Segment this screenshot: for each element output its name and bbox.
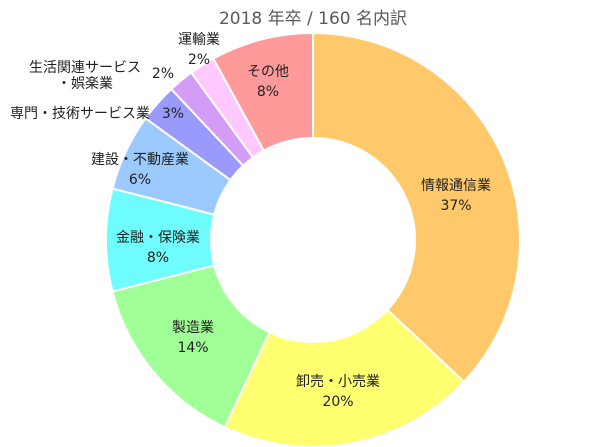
- slice-category-label: 情報通信業: [421, 178, 491, 194]
- slice-value-label: 8%: [147, 250, 169, 266]
- donut-slices: [105, 31, 521, 447]
- pie-slice: [111, 264, 271, 429]
- slice-value-label: 8%: [257, 84, 279, 100]
- pie-slice: [211, 31, 314, 152]
- pie-slice: [223, 308, 466, 447]
- slice-category-label: 生活関連サービス: [29, 60, 141, 76]
- slice-category-label: 卸売・小売業: [296, 374, 380, 390]
- slice-value-label: 20%: [322, 394, 353, 410]
- slice-value-label: 14%: [177, 340, 208, 356]
- slice-category-label: 金融・保険業: [116, 230, 200, 246]
- slice-category-label: ・娯楽業: [57, 76, 113, 92]
- pie-slice: [312, 31, 521, 384]
- slice-category-label: その他: [247, 64, 289, 80]
- slice-category-label: 建設・不動産業: [91, 152, 189, 168]
- slice-value-label: 37%: [440, 198, 471, 214]
- slice-category-label: 製造業: [172, 320, 214, 336]
- donut-labels: 情報通信業 37% 卸売・小売業 20% 製造業 14% 金融・保険業 8% 建設・不動産業 6%…: [10, 32, 491, 410]
- slice-value-label: 2%: [152, 66, 174, 82]
- slice-value-label: 6%: [129, 172, 151, 188]
- chart-title: 2018 年卒 / 160 名内訳: [219, 9, 407, 29]
- slice-value-label: 3%: [162, 106, 184, 122]
- slice-category-label: 運輸業: [178, 32, 220, 48]
- slice-value-label: 2%: [188, 52, 210, 68]
- slice-category-label: 専門・技術サービス業: [10, 106, 150, 122]
